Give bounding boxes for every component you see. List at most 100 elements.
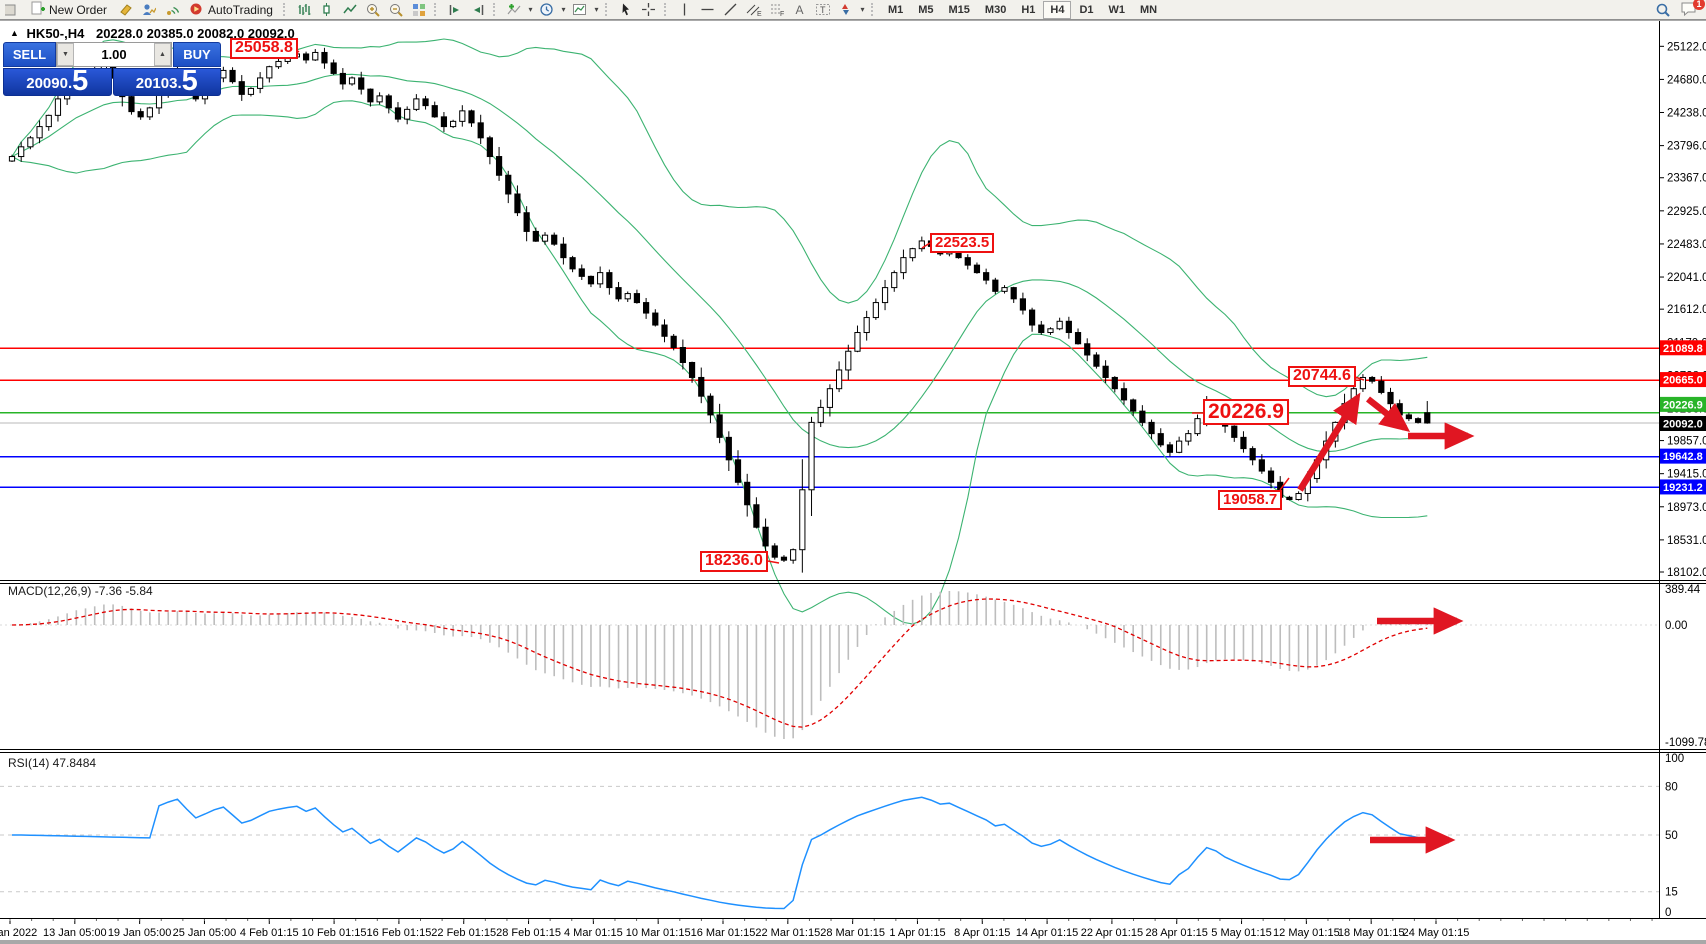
autotrading-button[interactable]: AutoTrading xyxy=(183,1,279,18)
candle-body xyxy=(486,137,493,158)
candle-body xyxy=(312,51,319,61)
trend-arrow[interactable] xyxy=(1297,392,1361,492)
bollinger-up-band xyxy=(11,38,1428,398)
price-label-22523[interactable]: 22523.5 xyxy=(930,233,995,253)
tile-windows-icon[interactable] xyxy=(408,1,430,18)
quote-direction-icon: ▲ xyxy=(10,28,19,38)
time-axis-label: 5 May 01:15 xyxy=(1211,927,1272,939)
candle-body xyxy=(266,66,273,79)
search-icon[interactable] xyxy=(1652,1,1674,18)
candle-body xyxy=(1019,298,1026,311)
time-axis-label: 28 Mar 01:15 xyxy=(820,927,885,939)
auto-scroll-icon[interactable] xyxy=(444,1,466,18)
candle-body xyxy=(551,234,558,245)
rsi-axis-label: 80 xyxy=(1665,781,1678,793)
axis-price-badge-label: 20092.0 xyxy=(1663,418,1703,430)
axis-price-badge xyxy=(1660,372,1706,388)
trendline-icon[interactable] xyxy=(720,1,742,18)
price-axis-label: 22925.0 xyxy=(1667,206,1706,218)
zoom-in-icon[interactable] xyxy=(362,1,384,18)
candle-body xyxy=(137,111,144,118)
candle-body xyxy=(918,240,925,250)
crosshair-icon[interactable] xyxy=(638,1,660,18)
window-icon[interactable] xyxy=(1,1,23,18)
candle-body xyxy=(220,69,227,79)
sell-button[interactable]: SELL xyxy=(3,42,56,67)
indicators-dropdown-caret[interactable]: ▾ xyxy=(528,5,533,14)
profile-icon[interactable] xyxy=(137,1,159,18)
volume-decrease-button[interactable]: ▼ xyxy=(57,43,74,66)
signal-icon[interactable] xyxy=(160,1,182,18)
templates-dropdown-caret[interactable]: ▾ xyxy=(594,5,599,14)
periods-icon[interactable] xyxy=(536,1,558,18)
candle-body xyxy=(1010,287,1017,300)
equidistant-channel-icon[interactable]: E xyxy=(743,1,765,18)
arrows-tool-icon[interactable] xyxy=(835,1,857,18)
candle-body xyxy=(817,406,824,423)
axis-price-badge xyxy=(1660,340,1706,356)
candle-body xyxy=(505,174,512,195)
candle-body xyxy=(1166,444,1174,453)
templates-icon[interactable] xyxy=(569,1,591,18)
price-label-18236[interactable]: 18236.0 xyxy=(700,551,768,572)
indicators-icon[interactable] xyxy=(503,1,525,18)
timeframe-h4[interactable]: H4 xyxy=(1043,0,1072,19)
volume-increase-button[interactable]: ▲ xyxy=(154,43,171,66)
candle-body xyxy=(679,347,686,363)
text-icon[interactable]: A xyxy=(789,1,811,18)
trend-arrow[interactable] xyxy=(1365,396,1411,433)
candle-body xyxy=(404,108,411,120)
timeframe-d1[interactable]: D1 xyxy=(1079,3,1094,16)
vertical-line-icon[interactable] xyxy=(674,1,696,18)
candle-body xyxy=(688,361,696,378)
notifications-button[interactable]: 1 xyxy=(1680,0,1705,18)
price-axis-label: 19415.0 xyxy=(1667,469,1706,481)
fibonacci-icon[interactable]: F xyxy=(766,1,788,18)
sell-price[interactable]: 20090. 5 xyxy=(3,67,112,96)
price-label-19058[interactable]: 19058.7 xyxy=(1218,490,1283,510)
time-axis-label: 16 Feb 01:15 xyxy=(366,927,431,939)
candle-body xyxy=(624,293,631,300)
candle-body xyxy=(514,193,521,214)
crayon-icon[interactable] xyxy=(114,1,136,18)
candle-body xyxy=(1424,412,1431,424)
axis-price-badge-label: 19231.2 xyxy=(1663,482,1703,494)
horizontal-line-icon[interactable] xyxy=(697,1,719,18)
line-chart-icon[interactable] xyxy=(339,1,361,18)
candle-body xyxy=(275,60,282,68)
time-axis-label: 13 Jan 05:00 xyxy=(43,927,107,939)
text-label-icon[interactable]: T xyxy=(812,1,834,18)
candle-body xyxy=(1176,440,1183,453)
buy-button[interactable]: BUY xyxy=(173,42,221,67)
candlestick-icon[interactable] xyxy=(316,1,338,18)
candle-body xyxy=(1065,320,1072,334)
time-axis-label: 28 Apr 01:15 xyxy=(1146,927,1208,939)
new-order-button[interactable]: New Order xyxy=(24,1,113,18)
volume-input[interactable] xyxy=(74,43,154,66)
timeframe-mn[interactable]: MN xyxy=(1140,3,1158,16)
zoom-out-icon[interactable] xyxy=(385,1,407,18)
bollinger-lo-band xyxy=(11,100,1428,625)
timeframe-m30[interactable]: M30 xyxy=(984,3,1007,16)
timeframe-m1[interactable]: M1 xyxy=(887,3,904,16)
candle-body xyxy=(753,504,760,528)
time-axis-label: 12 May 01:15 xyxy=(1273,927,1340,939)
price-label-20744[interactable]: 20744.6 xyxy=(1288,366,1356,387)
price-axis-label: 24680.0 xyxy=(1667,74,1706,86)
candle-body xyxy=(1120,388,1128,401)
timeframe-h1[interactable]: H1 xyxy=(1021,3,1036,16)
price-label-25058[interactable]: 25058.8 xyxy=(230,38,298,59)
chart-shift-icon[interactable] xyxy=(467,1,489,18)
candle-body xyxy=(477,122,484,139)
price-label-tail xyxy=(921,242,931,249)
bar-chart-icon[interactable] xyxy=(293,1,315,18)
price-label-20226[interactable]: 20226.9 xyxy=(1203,399,1289,426)
buy-price[interactable]: 20103. 5 xyxy=(112,67,221,96)
cursor-icon[interactable] xyxy=(615,1,637,18)
periods-dropdown-caret[interactable]: ▾ xyxy=(561,5,566,14)
arrows-dropdown-caret[interactable]: ▾ xyxy=(860,5,865,14)
timeframe-m15[interactable]: M15 xyxy=(948,3,970,16)
timeframe-m5[interactable]: M5 xyxy=(918,3,934,16)
timeframe-w1[interactable]: W1 xyxy=(1108,3,1126,16)
